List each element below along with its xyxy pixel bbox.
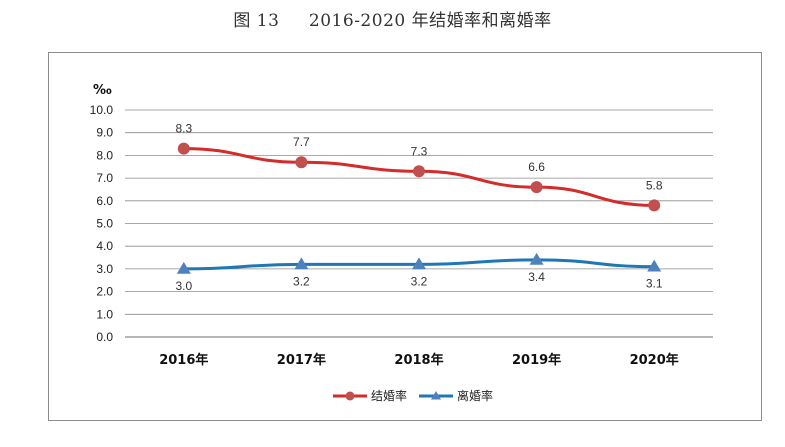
legend-marker — [345, 391, 355, 401]
x-tick-label: 2017年 — [277, 352, 326, 368]
y-tick-label: 2.0 — [96, 285, 113, 299]
figure-title: 图 13 2016-2020 年结婚率和离婚率 — [233, 11, 552, 31]
legend: 结婚率 离婚率 — [333, 388, 493, 403]
x-tick-label: 2020年 — [630, 352, 679, 368]
y-tick-label: 8.0 — [96, 148, 113, 162]
data-point — [412, 257, 426, 270]
data-point — [294, 257, 309, 270]
x-tick-label: 2019年 — [512, 352, 561, 368]
data-point — [530, 181, 543, 194]
y-axis-ticks: 0.0 1.0 2.0 3.0 4.0 5.0 6.0 7.0 8.0 9.0 10.0 — [90, 103, 114, 344]
data-label: 5.8 — [646, 178, 663, 192]
y-tick-label: 4.0 — [96, 239, 113, 253]
legend-marker — [431, 391, 441, 400]
chart-frame — [48, 52, 762, 421]
data-label: 7.3 — [411, 144, 428, 158]
data-point — [177, 142, 190, 155]
data-label: 3.0 — [175, 279, 192, 293]
data-label: 3.1 — [646, 277, 663, 291]
data-label: 6.6 — [528, 160, 545, 174]
legend-label: 结婚率 — [371, 388, 407, 403]
data-point — [648, 199, 661, 212]
x-tick-label: 2018年 — [394, 352, 443, 368]
gridlines — [125, 109, 713, 338]
y-tick-label: 0.0 — [96, 330, 113, 344]
x-tick-label: 2016年 — [159, 352, 208, 368]
data-label: 7.7 — [293, 135, 310, 149]
data-label: 3.2 — [411, 274, 428, 288]
y-tick-label: 10.0 — [90, 103, 114, 117]
y-tick-label: 5.0 — [96, 217, 113, 231]
y-tick-label: 1.0 — [96, 307, 113, 321]
data-point — [295, 156, 308, 169]
x-axis-ticks: 2016年 2017年 2018年 2019年 2020年 — [159, 352, 679, 368]
data-point — [176, 261, 191, 274]
data-point — [647, 259, 662, 272]
data-point — [529, 252, 544, 265]
y-axis-unit: ‰ — [93, 83, 112, 98]
y-tick-label: 6.0 — [96, 194, 113, 208]
y-tick-label: 9.0 — [96, 126, 113, 140]
y-tick-label: 7.0 — [96, 171, 113, 185]
data-label: 8.3 — [175, 122, 192, 136]
data-point — [413, 165, 425, 178]
legend-label: 离婚率 — [457, 388, 493, 403]
y-tick-label: 3.0 — [96, 262, 113, 276]
data-label: 3.2 — [293, 274, 310, 288]
series-layer: 8.3 7.7 7.3 6.6 5.8 3.0 3.2 3.2 3.4 3.1 — [175, 122, 662, 293]
data-label: 3.4 — [528, 270, 545, 284]
